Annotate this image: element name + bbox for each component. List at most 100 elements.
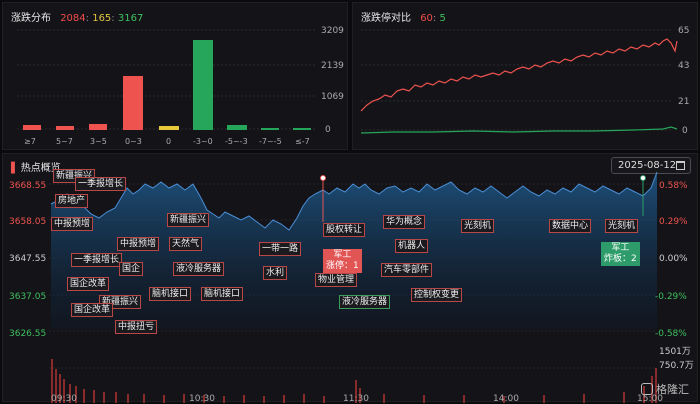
limit-up-callout[interactable]: 军工 涨停：1 xyxy=(323,249,362,273)
svg-text:3~5: 3~5 xyxy=(90,137,107,146)
svg-text:5~7: 5~7 xyxy=(56,137,73,146)
hot-label[interactable]: 中报扭亏 xyxy=(115,320,158,334)
blow-up-callout[interactable]: 军工 炸板：2 xyxy=(601,242,640,266)
hot-overview-panel: ▌ 热点概览 2025-08-12 xyxy=(2,153,698,403)
hot-label[interactable]: 脑机接口 xyxy=(149,287,192,301)
hot-label[interactable]: 机器人 xyxy=(395,239,429,253)
svg-text:≤-7: ≤-7 xyxy=(295,137,310,146)
hot-label[interactable]: 新疆振兴 xyxy=(167,213,210,227)
svg-text:-7~-5: -7~-5 xyxy=(259,137,282,146)
time-tick: 11:30 xyxy=(343,394,369,403)
svg-text:0~3: 0~3 xyxy=(125,137,142,146)
hot-label[interactable]: 股权转让 xyxy=(323,223,366,237)
time-tick: 15:00 xyxy=(637,394,663,403)
limit-ratio-panel: 涨跌停对比 60: 5 65 43 21 0 xyxy=(352,2,698,150)
hot-title: ▌ 热点概览 xyxy=(11,159,61,174)
hot-label[interactable]: 水利 xyxy=(263,266,288,280)
bar xyxy=(123,76,143,130)
volume-tick: 750.7万 xyxy=(659,361,694,371)
right-tick: 0.29% xyxy=(659,217,688,227)
bar xyxy=(89,124,107,130)
limit-ratio-title-text: 涨跌停对比 xyxy=(361,13,411,24)
volume-tick: 1501万 xyxy=(659,347,691,357)
bar xyxy=(293,128,311,130)
svg-text:-5~-3: -5~-3 xyxy=(225,137,248,146)
left-tick: 3637.05 xyxy=(9,292,46,302)
svg-text:≥7: ≥7 xyxy=(24,137,36,146)
y-tick-label: 43 xyxy=(678,61,689,71)
y-tick-label: 21 xyxy=(678,97,689,107)
separator: : xyxy=(432,13,437,24)
distribution-title: 涨跌分布 2084: 165: 3167 xyxy=(11,9,143,24)
price-line xyxy=(50,171,658,231)
hot-label[interactable]: 华为概念 xyxy=(383,215,426,229)
hot-label[interactable]: 控制权变更 xyxy=(411,288,463,302)
down-count: 3167 xyxy=(117,13,144,24)
hot-label[interactable]: 一季报增长 xyxy=(75,177,127,191)
bar xyxy=(227,125,247,130)
up-count: 2084 xyxy=(60,13,86,24)
limit-down-count: 5 xyxy=(439,13,446,24)
right-tick: -0.29% xyxy=(655,292,687,302)
bar xyxy=(159,126,179,130)
hot-label[interactable]: 物业管理 xyxy=(315,273,358,287)
flat-count: 165 xyxy=(92,13,112,24)
hot-label[interactable]: 液冷服务器 xyxy=(339,295,391,309)
separator: : xyxy=(85,13,90,24)
hot-title-text: 热点概览 xyxy=(20,163,61,174)
y-tick-label: 0 xyxy=(325,125,331,135)
hot-label[interactable]: 中报预增 xyxy=(117,237,160,251)
date-value: 2025-08-12 xyxy=(618,160,677,171)
distribution-chart: 3209 2139 1069 0 ≥7 5~7 3~5 0~3 0 -3~0 -… xyxy=(17,26,344,146)
y-tick-label: 3209 xyxy=(321,26,344,36)
limit-ratio-title: 涨跌停对比 60: 5 xyxy=(361,9,446,24)
hot-label[interactable]: 一带一路 xyxy=(259,242,302,256)
date-picker[interactable]: 2025-08-12 xyxy=(611,157,691,174)
callout-line: 炸板：2 xyxy=(604,254,637,264)
bar xyxy=(193,40,213,130)
separator: : xyxy=(111,13,115,24)
hot-label[interactable]: 液冷服务器 xyxy=(173,262,225,276)
bar xyxy=(56,126,74,130)
svg-text:0: 0 xyxy=(166,137,171,146)
hot-label[interactable]: 光刻机 xyxy=(605,219,639,233)
hot-label[interactable]: 一季报增长 xyxy=(71,253,123,267)
right-tick: -0.58% xyxy=(655,329,687,339)
hot-label[interactable]: 国企改革 xyxy=(67,277,110,291)
hot-label[interactable]: 国企改革 xyxy=(71,303,114,317)
hot-label[interactable]: 天然气 xyxy=(169,237,203,251)
y-tick-label: 65 xyxy=(678,26,689,36)
left-tick: 3647.55 xyxy=(9,254,46,264)
time-tick: 14:00 xyxy=(493,394,519,403)
callout-line: 军工 xyxy=(611,243,630,253)
brand-logo: 格隆汇 xyxy=(641,381,689,397)
left-tick: 3668.55 xyxy=(9,181,46,191)
bar xyxy=(261,128,279,130)
right-tick: 0.00% xyxy=(659,254,688,264)
brand-text: 格隆汇 xyxy=(656,383,689,396)
callout-line: 军工 xyxy=(333,250,352,260)
limit-ratio-chart: 65 43 21 0 xyxy=(360,26,689,136)
marker-icon: ▌ xyxy=(11,163,19,174)
left-tick: 3626.55 xyxy=(9,329,46,339)
hot-label[interactable]: 汽车零部件 xyxy=(381,263,433,277)
brand-icon xyxy=(641,383,653,395)
callout-line: 涨停：1 xyxy=(326,261,359,271)
hot-label[interactable]: 光刻机 xyxy=(461,219,495,233)
right-tick: 0.58% xyxy=(659,181,688,191)
limit-up-count: 60 xyxy=(420,13,433,24)
y-tick-label: 2139 xyxy=(321,61,344,71)
hot-label[interactable]: 脑机接口 xyxy=(201,287,244,301)
hot-label[interactable]: 房地产 xyxy=(55,194,89,208)
hot-label[interactable]: 中报预增 xyxy=(51,217,94,231)
limit-up-line xyxy=(360,38,678,112)
bar xyxy=(23,125,41,130)
calendar-icon[interactable] xyxy=(676,161,685,170)
svg-text:-3~0: -3~0 xyxy=(193,137,213,146)
distribution-title-text: 涨跌分布 xyxy=(11,13,51,24)
y-tick-label: 1069 xyxy=(321,92,344,102)
time-tick: 09:30 xyxy=(51,394,77,403)
hot-label[interactable]: 国企 xyxy=(119,262,144,276)
distribution-panel: 涨跌分布 2084: 165: 3167 3209 2139 1069 0 ≥7… xyxy=(2,2,348,150)
hot-label[interactable]: 数据中心 xyxy=(549,219,592,233)
